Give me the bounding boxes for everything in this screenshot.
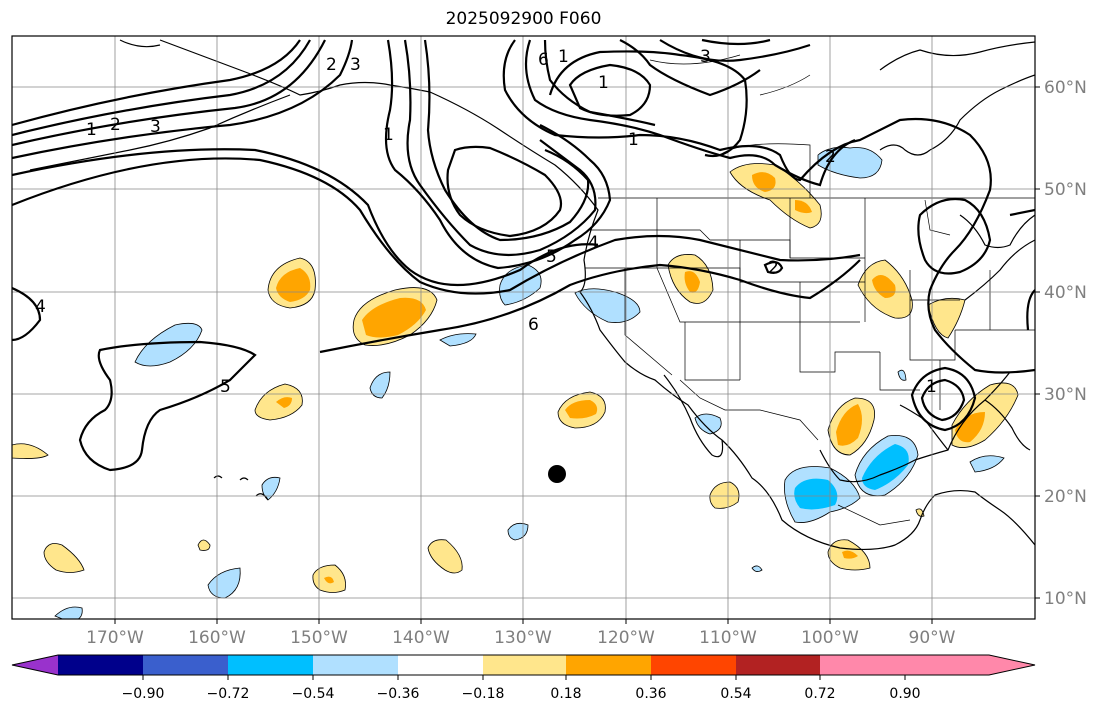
contour-label: 5 xyxy=(546,247,557,267)
colorbar-segment xyxy=(143,655,228,675)
negative-anomaly xyxy=(54,606,83,619)
contour-label: 4 xyxy=(588,233,599,253)
colorbar: −0.90 −0.72 −0.54 −0.36 −0.18 0.18 0.36 … xyxy=(11,654,1036,702)
colorbar-tick: 0.90 xyxy=(889,686,920,702)
positive-anomaly xyxy=(709,481,740,509)
colorbar-tick: 0.72 xyxy=(804,686,835,702)
negative-anomaly xyxy=(694,413,722,435)
contour-label: 2 xyxy=(768,258,779,278)
lon-label: 150°W xyxy=(290,628,348,648)
negative-anomaly xyxy=(897,369,907,381)
colorbar-segment xyxy=(483,655,566,675)
positive-anomaly-core xyxy=(955,412,985,443)
contour-label: 2 xyxy=(825,147,836,167)
contour-label: 1 xyxy=(383,125,394,145)
positive-anomaly-core xyxy=(276,268,311,302)
anomaly-shading xyxy=(12,146,1019,619)
colorbar-segment xyxy=(566,655,651,675)
colorbar-tick: 0.36 xyxy=(635,686,666,702)
contour-label: 1 xyxy=(598,73,609,93)
colorbar-tick: −0.36 xyxy=(377,686,420,702)
axis-ticks xyxy=(114,86,1040,624)
positive-anomaly xyxy=(427,539,463,574)
contour-label: 1 xyxy=(86,120,97,140)
colorbar-tick: −0.54 xyxy=(292,686,335,702)
positive-anomaly-core xyxy=(324,576,334,584)
colorbar-tick: 0.18 xyxy=(550,686,581,702)
negative-anomaly-core xyxy=(862,444,909,490)
contour-label: 1 xyxy=(926,377,937,397)
positive-anomaly-core xyxy=(565,400,598,419)
colorbar-segment xyxy=(313,655,398,675)
positive-anomaly-core xyxy=(795,200,812,214)
colorbar-segment xyxy=(58,655,143,675)
negative-anomaly xyxy=(751,565,763,572)
positive-anomaly-core xyxy=(362,297,426,338)
lon-label: 130°W xyxy=(494,628,552,648)
negative-anomaly xyxy=(969,455,1005,473)
contour-label: 6 xyxy=(538,50,549,70)
colorbar-segment xyxy=(736,655,820,675)
colorbar-outline xyxy=(11,654,1036,676)
lon-label: 140°W xyxy=(392,628,450,648)
colorbar-tick: −0.18 xyxy=(462,686,505,702)
lon-label: 170°W xyxy=(86,628,144,648)
contour-label: 5 xyxy=(220,377,231,397)
negative-anomaly-core xyxy=(794,478,838,510)
negative-anomaly xyxy=(574,288,641,323)
lat-label: 60°N xyxy=(1044,78,1087,98)
colorbar-tick: −0.90 xyxy=(122,686,165,702)
colorbar-segment xyxy=(398,655,483,675)
lat-label: 30°N xyxy=(1044,385,1087,405)
contour-label: 2 xyxy=(326,55,337,75)
positive-anomaly-core xyxy=(276,397,292,408)
colorbar-tick: −0.72 xyxy=(207,686,250,702)
positive-anomaly-core xyxy=(752,172,776,192)
contour-label: 3 xyxy=(150,117,161,137)
gridlines xyxy=(12,36,1035,619)
lon-label: 110°W xyxy=(699,628,757,648)
contour-label: 3 xyxy=(700,47,711,67)
positive-anomaly-core xyxy=(836,404,862,446)
contour-label: 6 xyxy=(528,315,539,335)
colorbar-segment xyxy=(228,655,313,675)
negative-anomaly xyxy=(369,371,391,399)
negative-anomaly xyxy=(134,322,203,367)
positive-anomaly xyxy=(43,543,85,573)
contour-labels: 1 2 3 4 5 6 1 2 3 4 5 6 1 1 1 3 2 1 2 xyxy=(35,47,937,397)
longitude-labels: 170°W 160°W 150°W 140°W 130°W 120°W 110°… xyxy=(86,628,956,648)
negative-anomaly xyxy=(507,522,529,541)
negative-anomaly xyxy=(439,333,477,347)
positive-anomaly xyxy=(12,443,49,459)
lon-label: 120°W xyxy=(597,628,655,648)
contour-label: 4 xyxy=(35,297,46,317)
contour-lines xyxy=(12,38,1035,472)
lat-label: 10°N xyxy=(1044,589,1087,609)
positive-anomaly xyxy=(927,297,966,339)
colorbar-tick: 0.54 xyxy=(720,686,751,702)
map-title: 2025092900 F060 xyxy=(445,9,602,29)
contour-label: 2 xyxy=(110,115,121,135)
negative-anomaly xyxy=(261,476,281,501)
positive-anomaly xyxy=(197,539,211,551)
latitude-labels: 60°N 50°N 40°N 30°N 20°N 10°N xyxy=(1044,78,1087,609)
lon-label: 100°W xyxy=(801,628,859,648)
lon-label: 160°W xyxy=(188,628,246,648)
lon-label: 90°W xyxy=(909,628,956,648)
lat-label: 50°N xyxy=(1044,180,1087,200)
colorbar-segment xyxy=(820,655,905,675)
negative-anomaly xyxy=(207,567,241,599)
lat-label: 20°N xyxy=(1044,487,1087,507)
contour-label: 1 xyxy=(628,130,639,150)
colorbar-segment xyxy=(651,655,736,675)
contour-label: 1 xyxy=(558,47,569,67)
positive-anomaly-core xyxy=(842,550,858,559)
contour-label: 3 xyxy=(350,55,361,75)
storm-marker xyxy=(548,465,566,483)
positive-anomaly-core xyxy=(684,271,700,293)
colorbar-underflow xyxy=(12,655,58,675)
lat-label: 40°N xyxy=(1044,283,1087,303)
